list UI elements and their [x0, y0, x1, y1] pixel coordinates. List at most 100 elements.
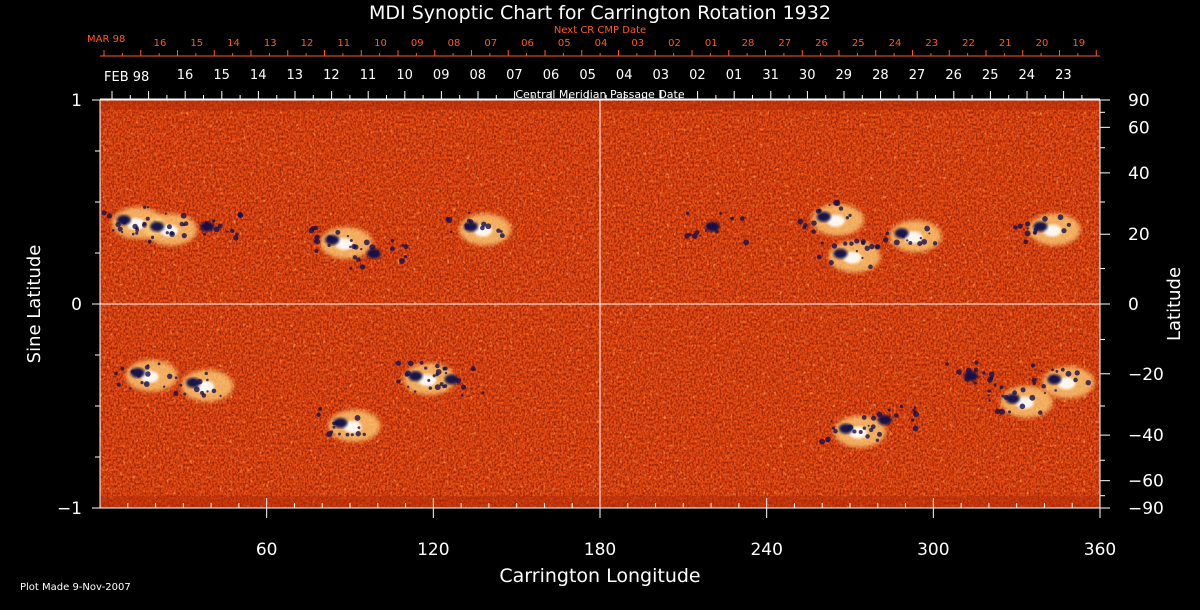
negative-speck: [849, 241, 854, 246]
negative-speck: [329, 430, 334, 434]
cmp-date: 13: [287, 68, 304, 83]
negative-speck: [868, 427, 874, 433]
next-cmp-month-label: MAR 98: [87, 34, 125, 45]
negative-speck: [848, 213, 852, 218]
chart-title: MDI Synoptic Chart for Carrington Rotati…: [369, 2, 831, 24]
negative-speck: [811, 229, 816, 234]
negative-core: [186, 377, 201, 388]
negative-speck: [335, 229, 341, 235]
positive-core: [826, 214, 845, 227]
negative-speck: [691, 233, 698, 239]
negative-speck: [235, 232, 239, 237]
negative-speck: [1057, 214, 1064, 221]
cmp-date: 25: [982, 68, 999, 83]
active-regions: [101, 200, 1095, 448]
next-cmp-date: 01: [705, 38, 718, 49]
x-tick-label: 240: [750, 540, 782, 560]
negative-speck: [183, 221, 189, 226]
negative-speck: [834, 200, 841, 206]
next-cmp-date: 06: [521, 38, 534, 49]
negative-speck: [146, 206, 150, 209]
negative-speck: [346, 234, 350, 238]
negative-speck: [845, 216, 849, 220]
negative-speck: [956, 369, 962, 375]
negative-speck: [817, 254, 822, 260]
negative-speck: [797, 218, 804, 225]
negative-speck: [206, 378, 209, 382]
next-cmp-date: 28: [742, 38, 755, 49]
negative-speck: [802, 225, 807, 230]
negative-speck: [868, 264, 873, 270]
negative-speck: [894, 413, 899, 418]
cmp-date: 16: [177, 68, 194, 83]
negative-speck: [203, 232, 207, 236]
y-right-tick-label: 20: [1128, 225, 1150, 245]
negative-speck: [359, 264, 366, 270]
negative-speck: [901, 234, 906, 238]
negative-speck: [865, 434, 870, 439]
negative-speck: [122, 220, 127, 225]
x-tick-label: 120: [417, 540, 449, 560]
negative-speck: [1066, 222, 1071, 227]
negative-speck: [1074, 370, 1080, 376]
x-tick-label: 360: [1084, 540, 1116, 560]
next-cmp-date: 02: [668, 38, 681, 49]
negative-speck: [353, 244, 359, 250]
negative-speck: [730, 216, 734, 221]
negative-speck: [1051, 368, 1054, 372]
negative-speck: [332, 425, 336, 429]
negative-speck: [206, 390, 209, 393]
negative-speck: [1060, 367, 1065, 372]
negative-speck: [213, 226, 220, 233]
negative-speck: [135, 228, 140, 233]
negative-speck: [819, 438, 826, 445]
negative-speck: [882, 237, 889, 243]
negative-speck: [444, 371, 448, 375]
negative-speck: [913, 411, 920, 418]
negative-speck: [499, 233, 505, 239]
negative-speck: [740, 216, 745, 221]
negative-speck: [719, 212, 722, 215]
negative-speck: [1025, 221, 1031, 227]
next-cmp-date: 23: [925, 38, 938, 49]
negative-speck: [826, 440, 829, 443]
negative-speck: [314, 234, 320, 241]
negative-speck: [1012, 390, 1018, 396]
negative-speck: [919, 236, 922, 240]
negative-speck: [173, 391, 179, 397]
negative-speck: [193, 386, 200, 393]
negative-speck: [854, 238, 860, 244]
negative-speck: [870, 415, 877, 421]
y-right-tick-label: −60: [1128, 472, 1164, 492]
y-left-tick-label: −1: [57, 499, 82, 519]
negative-speck: [869, 243, 875, 250]
negative-speck: [142, 221, 147, 226]
negative-speck: [101, 210, 107, 216]
negative-speck: [875, 438, 880, 442]
negative-speck: [460, 394, 464, 397]
negative-speck: [1001, 394, 1005, 398]
cmp-date: 12: [323, 68, 340, 83]
negative-speck: [833, 428, 838, 434]
negative-speck: [179, 383, 183, 387]
negative-speck: [390, 238, 395, 243]
cmp-date: 02: [689, 68, 706, 83]
cmp-date: 01: [726, 68, 743, 83]
next-cmp-date: 21: [999, 38, 1012, 49]
negative-core: [408, 371, 423, 382]
negative-speck: [106, 213, 113, 219]
y-right-tick-label: 40: [1128, 164, 1150, 184]
active-region: [797, 200, 864, 236]
negative-speck: [419, 360, 424, 365]
negative-speck: [179, 221, 185, 227]
active-region: [445, 211, 511, 246]
next-cmp-date: 24: [889, 38, 902, 49]
negative-speck: [135, 231, 139, 235]
negative-speck: [928, 232, 931, 235]
negative-speck: [396, 379, 401, 384]
active-region: [179, 212, 244, 241]
negative-speck: [356, 257, 361, 262]
active-region: [874, 220, 942, 253]
negative-speck: [887, 408, 891, 412]
negative-speck: [499, 230, 503, 233]
